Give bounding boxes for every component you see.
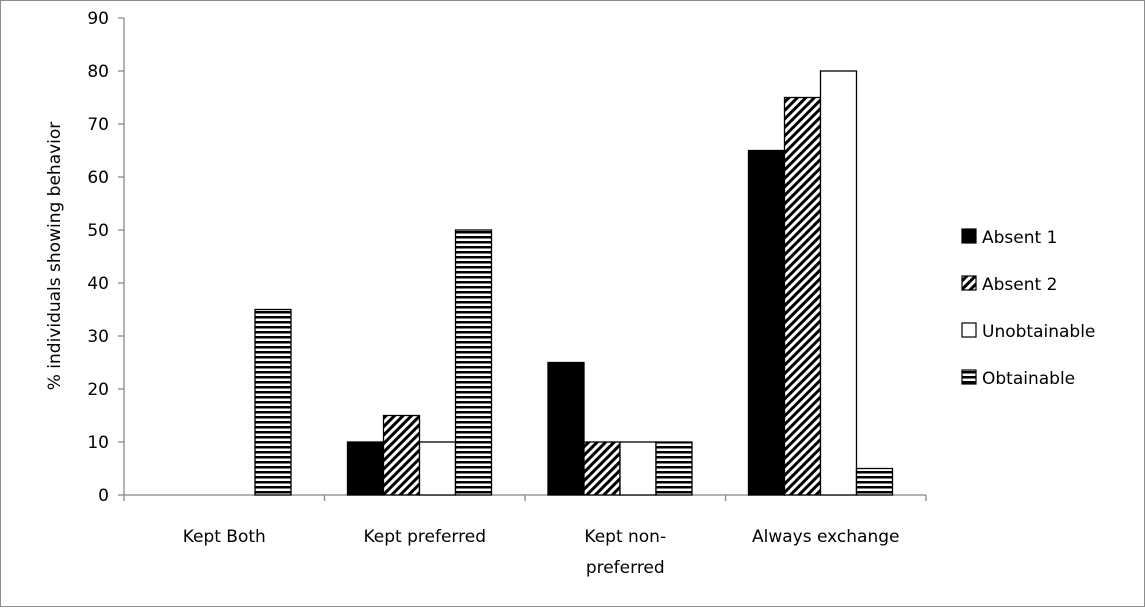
legend-swatch bbox=[961, 228, 977, 244]
y-tick-label: 10 bbox=[87, 433, 109, 453]
legend: Absent 1 Absent 2 Unobtainable Obtainable bbox=[961, 228, 1095, 389]
legend-label: Unobtainable bbox=[982, 322, 1095, 342]
bar-absent-2 bbox=[783, 96, 822, 496]
bar-obtainable bbox=[454, 229, 493, 496]
y-tick-label: 40 bbox=[87, 274, 109, 294]
y-tick-label: 30 bbox=[87, 327, 109, 347]
bar-unobtainable bbox=[619, 441, 657, 496]
bar-obtainable bbox=[254, 308, 292, 496]
plot-area: 0 10 20 30 40 50 60 70 80 90 Kept Both Kept preferr… bbox=[87, 9, 927, 578]
bar-obtainable bbox=[655, 441, 693, 496]
x-category-label: Kept Both bbox=[183, 527, 266, 547]
bar-obtainable bbox=[855, 467, 894, 496]
y-tick-label: 0 bbox=[98, 486, 109, 506]
bar-unobtainable bbox=[418, 441, 457, 496]
y-tick-label: 70 bbox=[87, 115, 109, 135]
bar-unobtainable bbox=[819, 70, 858, 496]
x-category-label: Kept preferred bbox=[364, 527, 487, 547]
y-tick-label: 50 bbox=[87, 221, 109, 241]
legend-swatch bbox=[961, 275, 977, 291]
y-axis-title: % individuals showing behavior bbox=[45, 122, 65, 391]
legend-label: Absent 2 bbox=[982, 275, 1057, 295]
y-tick-label: 20 bbox=[87, 380, 109, 400]
bar-absent-1 bbox=[346, 441, 385, 496]
legend-swatch bbox=[961, 322, 977, 338]
legend-swatch bbox=[961, 369, 977, 385]
bar-absent-2 bbox=[382, 414, 421, 496]
bar-absent-1 bbox=[547, 361, 585, 496]
y-tick-label: 80 bbox=[87, 62, 109, 82]
legend-label: Obtainable bbox=[982, 369, 1075, 389]
bar-absent-2 bbox=[583, 441, 621, 496]
y-tick-label: 60 bbox=[87, 168, 109, 188]
bar-absent-1 bbox=[747, 149, 786, 496]
x-category-label: Kept non-preferred bbox=[584, 527, 666, 578]
legend-label: Absent 1 bbox=[982, 228, 1057, 248]
x-category-label: Always exchange bbox=[752, 527, 899, 547]
y-tick-label: 90 bbox=[87, 9, 109, 29]
